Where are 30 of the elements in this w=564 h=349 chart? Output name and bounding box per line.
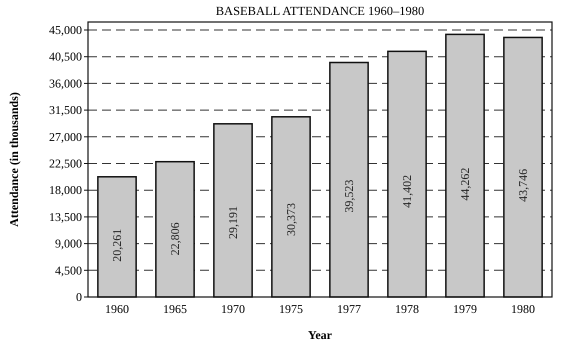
data-label: 30,373 <box>284 203 298 236</box>
y-tick-label: 4,500 <box>55 263 82 278</box>
y-tick-label: 45,000 <box>49 23 82 38</box>
x-tick-label: 1975 <box>279 302 303 316</box>
x-tick-label: 1960 <box>105 302 129 316</box>
x-tick-label: 1965 <box>163 302 187 316</box>
x-tick-label: 1978 <box>395 302 419 316</box>
y-tick-label: 13,500 <box>49 210 82 224</box>
data-label: 22,806 <box>168 222 182 256</box>
y-tick-label: 27,000 <box>49 130 82 144</box>
x-tick-label: 1979 <box>453 302 477 316</box>
data-label: 41,402 <box>400 174 414 208</box>
x-axis-title: Year <box>308 328 333 342</box>
chart-title: BASEBALL ATTENDANCE 1960–1980 <box>216 4 424 18</box>
y-tick-label: 31,500 <box>49 103 82 118</box>
y-tick-label: 40,500 <box>49 50 82 64</box>
y-tick-label: 36,000 <box>49 76 82 90</box>
data-label: 29,191 <box>226 206 240 240</box>
data-label: 39,523 <box>342 180 356 213</box>
data-label: 43,746 <box>516 168 530 202</box>
data-label: 44,262 <box>458 168 472 201</box>
y-tick-label: 18,000 <box>49 183 82 198</box>
x-tick-label: 1980 <box>511 302 535 316</box>
x-tick-label: 1970 <box>221 302 245 316</box>
y-axis-title: Attendance (in thousands) <box>7 92 21 227</box>
y-tick-label: 22,500 <box>49 156 82 171</box>
y-tick-label: 9,000 <box>55 236 82 251</box>
y-tick-label: 0 <box>76 290 82 304</box>
data-label: 20,261 <box>110 228 124 262</box>
x-tick-label: 1977 <box>337 302 361 316</box>
